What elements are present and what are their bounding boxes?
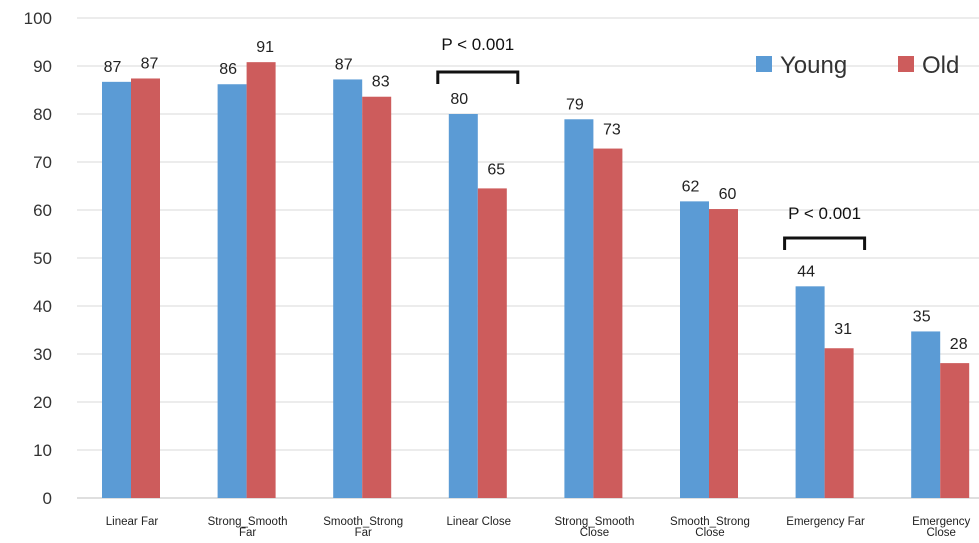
data-label-young: 87 bbox=[104, 59, 122, 76]
bar-young bbox=[448, 114, 478, 498]
category-label: Emergency Far bbox=[786, 516, 865, 528]
bar-young bbox=[795, 286, 825, 498]
significance-annotations: P < 0.001 P < 0.001 bbox=[436, 35, 867, 250]
data-label-old: 83 bbox=[372, 74, 390, 91]
bar-young bbox=[333, 79, 363, 498]
data-label-old: 73 bbox=[603, 122, 621, 139]
category-label: Close bbox=[580, 527, 609, 539]
category-label: Smooth_Strong bbox=[323, 516, 403, 528]
category-label: Strong_Smooth bbox=[208, 516, 288, 528]
bar-young bbox=[911, 331, 941, 498]
bar-old bbox=[709, 209, 738, 499]
data-label-young: 62 bbox=[682, 178, 700, 195]
y-tick-label: 50 bbox=[33, 249, 52, 268]
bar-young bbox=[217, 84, 247, 499]
y-tick-label: 40 bbox=[33, 297, 52, 316]
bar-young bbox=[680, 201, 709, 499]
y-tick-label: 90 bbox=[33, 57, 52, 76]
legend-label-old: Old bbox=[922, 52, 959, 79]
bar-old bbox=[940, 363, 970, 498]
data-label-old: 87 bbox=[141, 55, 159, 72]
category-label: Far bbox=[355, 527, 372, 539]
data-label-young: 35 bbox=[913, 308, 931, 325]
data-label-old: 65 bbox=[487, 161, 505, 178]
data-label-young: 87 bbox=[335, 56, 353, 73]
category-label: Emergency bbox=[912, 516, 970, 528]
significance-label: P < 0.001 bbox=[441, 35, 514, 54]
data-label-young: 79 bbox=[566, 96, 584, 113]
y-tick-label: 80 bbox=[33, 105, 52, 124]
bar-old bbox=[131, 78, 160, 498]
data-label-old: 91 bbox=[256, 39, 274, 56]
bar-old bbox=[593, 148, 623, 498]
legend: Young Old bbox=[756, 52, 959, 79]
bar-old bbox=[824, 348, 854, 498]
data-labels: 87 87 86 91 87 83 80 65 79 73 62 60 44 31 35 28 bbox=[104, 39, 968, 353]
y-tick-label: 10 bbox=[33, 441, 52, 460]
y-tick-label: 30 bbox=[33, 345, 52, 364]
bars bbox=[102, 62, 970, 499]
category-label: Linear Far bbox=[106, 516, 159, 528]
category-label: Far bbox=[239, 527, 256, 539]
data-label-old: 28 bbox=[950, 336, 968, 353]
category-label: Linear Close bbox=[447, 516, 512, 528]
significance-bracket bbox=[436, 70, 520, 84]
legend-swatch-old bbox=[898, 56, 914, 72]
category-label: Close bbox=[926, 527, 955, 539]
legend-label-young: Young bbox=[780, 52, 847, 79]
category-label: Close bbox=[695, 527, 724, 539]
bar-young bbox=[564, 119, 594, 498]
bar-old bbox=[246, 62, 276, 498]
y-tick-label: 70 bbox=[33, 153, 52, 172]
y-tick-label: 20 bbox=[33, 393, 52, 412]
significance-label: P < 0.001 bbox=[788, 204, 861, 223]
data-label-young: 86 bbox=[219, 61, 237, 78]
y-tick-label: 0 bbox=[43, 489, 52, 508]
data-label-young: 44 bbox=[797, 263, 815, 280]
data-label-old: 60 bbox=[719, 186, 737, 203]
bar-young bbox=[102, 81, 131, 498]
bar-old bbox=[362, 96, 392, 498]
y-axis-ticks: 0 10 20 30 40 50 60 70 80 90 100 bbox=[24, 9, 52, 508]
significance-bracket bbox=[783, 236, 867, 250]
legend-swatch-young bbox=[756, 56, 772, 72]
bar-old bbox=[477, 188, 507, 498]
y-tick-label: 100 bbox=[24, 9, 52, 28]
data-label-young: 80 bbox=[450, 91, 468, 108]
x-axis-categories: Linear Far Strong_SmoothFarSmooth_StrongF… bbox=[106, 516, 971, 539]
category-label: Smooth_Strong bbox=[670, 516, 750, 528]
data-label-old: 31 bbox=[834, 321, 852, 338]
y-tick-label: 60 bbox=[33, 201, 52, 220]
category-label: Strong_Smooth bbox=[554, 516, 634, 528]
